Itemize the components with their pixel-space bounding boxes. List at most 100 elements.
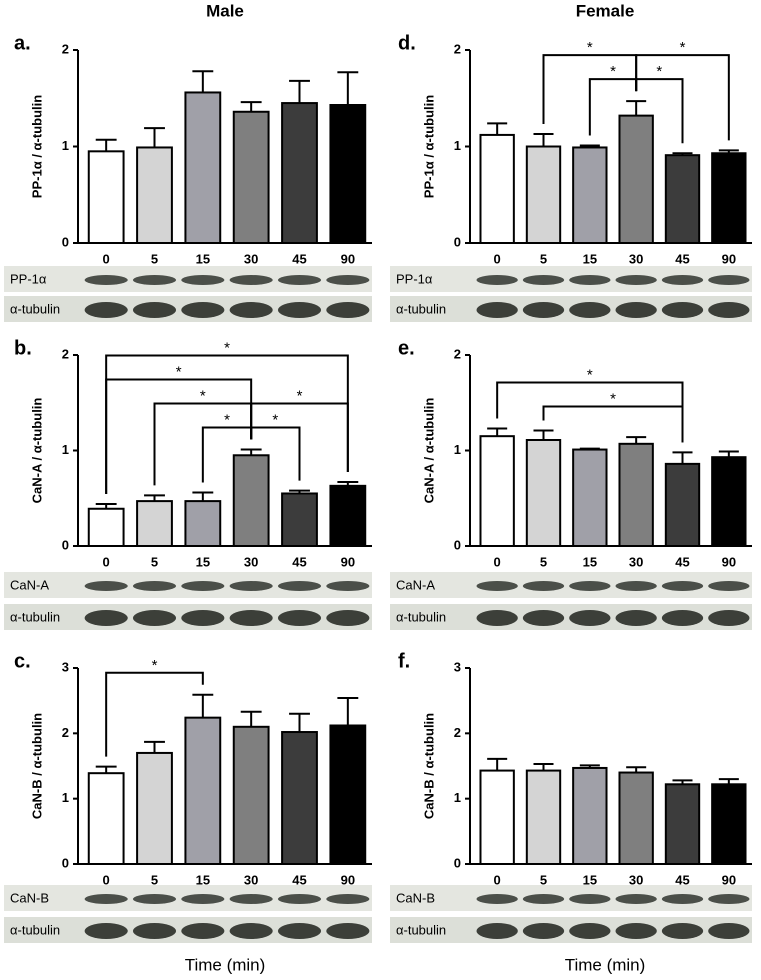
panel-label: b. (14, 337, 32, 359)
bar (525, 769, 562, 865)
blot-label-bg (392, 920, 458, 940)
x-tick-label: 30 (629, 872, 643, 887)
bar (572, 766, 608, 866)
blot-band (181, 302, 225, 318)
blot-label: α-tubulin (396, 301, 446, 316)
blot-band (476, 581, 518, 591)
blot-label-bg (6, 575, 72, 595)
bar (711, 456, 747, 547)
blot-band (277, 610, 322, 626)
blot-band (326, 275, 370, 285)
bar (281, 102, 318, 244)
bar (618, 114, 654, 244)
blot-band (661, 275, 704, 285)
blot-label-bg (6, 607, 72, 627)
blot-band (476, 610, 518, 626)
x-tick-label: 45 (675, 251, 689, 266)
significance-bracket (105, 378, 253, 494)
blot-label: CaN-B (396, 890, 435, 905)
y-tick-label: 2 (62, 346, 69, 361)
x-tick-label: 30 (629, 554, 643, 569)
blot-band (615, 275, 657, 285)
blot-band (569, 275, 611, 285)
panel-label: f. (398, 650, 410, 672)
y-tick-label: 2 (62, 41, 69, 56)
panel-label: a. (14, 32, 31, 54)
x-tick-label: 0 (494, 554, 501, 569)
blot-band (277, 275, 322, 285)
blot-label-bg (6, 269, 72, 289)
y-tick-label: 0 (454, 855, 461, 870)
blot-band (661, 894, 704, 904)
blot-band (661, 581, 704, 591)
blot-band (708, 581, 750, 591)
blot-band (132, 275, 177, 285)
x-tick-label: 0 (103, 251, 110, 266)
blot-label: PP-1α (396, 271, 433, 286)
x-tick-label: 90 (341, 554, 355, 569)
blot-band (132, 923, 177, 939)
blot-band (326, 581, 370, 591)
blot-label-bg (6, 920, 72, 940)
y-axis-label: CaN-A / α-tubulin (29, 398, 44, 504)
blot-band (84, 923, 128, 939)
blot-label-bg (392, 888, 458, 908)
blot-band (522, 923, 565, 939)
bar (136, 751, 173, 866)
y-tick-label: 3 (62, 659, 69, 674)
blot-band (229, 610, 273, 626)
blot-label: α-tubulin (10, 609, 60, 624)
blot-band (132, 894, 177, 904)
y-axis-label: PP-1α / α-tubulin (29, 95, 44, 198)
blot-band (84, 581, 128, 591)
y-tick-label: 3 (454, 659, 461, 674)
blot-band (522, 302, 565, 318)
blot-band (661, 923, 704, 939)
x-tick-label: 90 (722, 554, 736, 569)
blot-label: CaN-A (396, 577, 435, 592)
blot-band (569, 581, 611, 591)
column-title: Female (576, 1, 635, 20)
blot-band (132, 581, 177, 591)
x-tick-label: 15 (196, 872, 210, 887)
bar (136, 146, 173, 244)
x-tick-label: 5 (151, 554, 158, 569)
blot-band (615, 894, 657, 904)
bar (572, 448, 608, 548)
bar (664, 154, 701, 244)
blot-band (181, 894, 225, 904)
y-tick-label: 1 (62, 790, 69, 805)
blot-band (326, 302, 370, 318)
blot-band (615, 581, 657, 591)
blot-band (229, 923, 273, 939)
bar (87, 150, 125, 244)
bar (184, 716, 222, 865)
blot-band (708, 923, 750, 939)
blot-band (522, 610, 565, 626)
y-tick-label: 0 (454, 234, 461, 249)
blot-band (277, 581, 322, 591)
x-tick-label: 15 (196, 251, 210, 266)
blot-band (569, 302, 611, 318)
blot-label: α-tubulin (396, 609, 446, 624)
bar (618, 771, 654, 865)
bar (136, 500, 173, 547)
bar (525, 145, 562, 244)
blot-band (132, 302, 177, 318)
blot-band (476, 275, 518, 285)
x-tick-label: 45 (675, 554, 689, 569)
blot-band (615, 923, 657, 939)
bar (281, 492, 318, 548)
x-tick-label: 90 (341, 251, 355, 266)
bar (329, 104, 367, 244)
x-axis-label: Time (min) (565, 955, 646, 974)
blot-label: α-tubulin (10, 922, 60, 937)
bar (184, 91, 222, 244)
x-tick-label: 5 (540, 872, 547, 887)
x-tick-label: 5 (151, 251, 158, 266)
y-tick-label: 2 (454, 346, 461, 361)
bar (618, 442, 654, 547)
significance-label: * (680, 39, 686, 56)
blot-band (277, 302, 322, 318)
bar (232, 110, 270, 245)
